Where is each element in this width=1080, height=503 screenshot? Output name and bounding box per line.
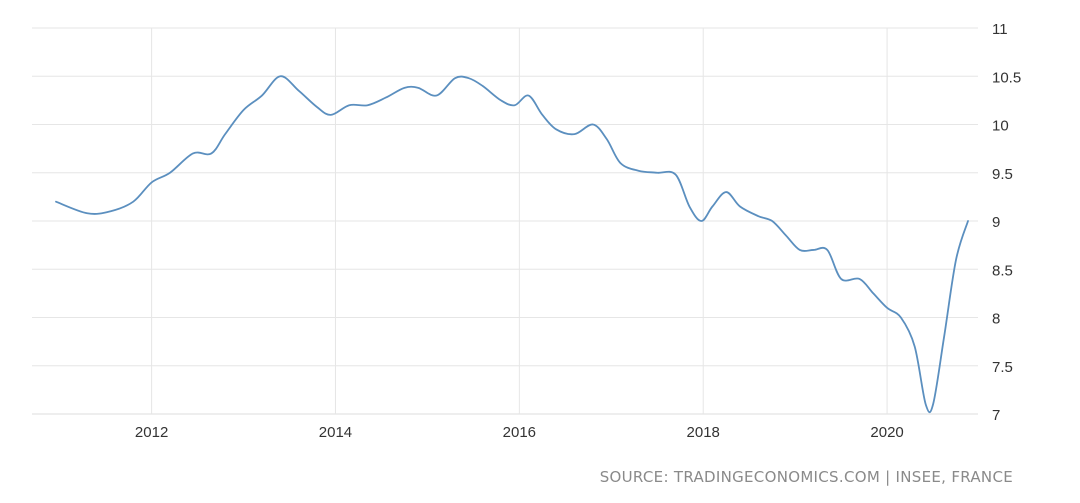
y-tick-label: 9.5 <box>992 166 1013 183</box>
y-axis: 11 10.5 10 9.5 9 8.5 8 7.5 7 <box>992 21 1021 424</box>
x-tick-label: 2018 <box>687 424 720 441</box>
y-tick-label: 7.5 <box>992 359 1013 376</box>
y-tick-label: 11 <box>992 21 1008 38</box>
y-tick-label: 10.5 <box>992 69 1021 86</box>
x-axis: 2012 2014 2016 2018 2020 <box>135 424 904 441</box>
x-tick-label: 2016 <box>503 424 536 441</box>
x-tick-label: 2012 <box>135 424 168 441</box>
grid <box>32 27 978 415</box>
y-tick-label: 10 <box>992 118 1009 135</box>
y-tick-label: 8.5 <box>992 262 1013 279</box>
x-tick-label: 2014 <box>319 424 352 441</box>
y-tick-label: 8 <box>992 311 1000 328</box>
y-tick-label: 7 <box>992 407 1000 424</box>
x-tick-label: 2020 <box>870 424 903 441</box>
y-tick-label: 9 <box>992 214 1000 231</box>
series-line-0 <box>55 75 969 414</box>
series-layer <box>55 75 969 414</box>
source-note: SOURCE: TRADINGECONOMICS.COM | INSEE, FR… <box>600 468 1013 486</box>
